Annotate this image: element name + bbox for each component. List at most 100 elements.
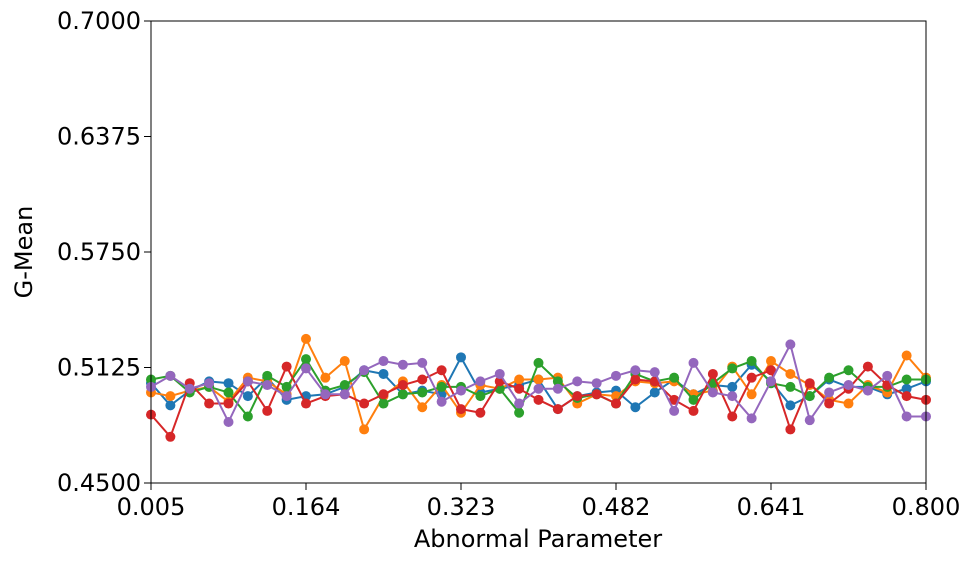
y-axis-label: G-Mean bbox=[10, 206, 38, 299]
point bbox=[766, 376, 776, 387]
point bbox=[688, 357, 699, 368]
point bbox=[727, 411, 738, 422]
y-tick-label: 0.6375 bbox=[57, 123, 141, 151]
point bbox=[649, 367, 660, 378]
point bbox=[165, 391, 176, 402]
point bbox=[785, 400, 796, 411]
point bbox=[262, 370, 273, 381]
plot-frame bbox=[150, 20, 927, 484]
point bbox=[378, 389, 389, 400]
point bbox=[630, 365, 641, 376]
x-tick-label: 0.164 bbox=[272, 493, 341, 521]
y-tick-label: 0.5750 bbox=[57, 238, 141, 266]
point bbox=[804, 391, 815, 402]
point bbox=[824, 387, 835, 398]
point bbox=[649, 387, 660, 398]
point bbox=[572, 391, 583, 402]
x-tick-label: 0.800 bbox=[892, 493, 961, 521]
point bbox=[727, 363, 738, 374]
point bbox=[378, 398, 389, 409]
point bbox=[223, 417, 234, 428]
point bbox=[204, 398, 215, 409]
point bbox=[766, 356, 776, 367]
point bbox=[281, 361, 292, 372]
point bbox=[785, 368, 796, 379]
point bbox=[417, 374, 428, 385]
point bbox=[397, 380, 408, 391]
point bbox=[359, 424, 370, 435]
point bbox=[552, 376, 563, 387]
point bbox=[707, 387, 718, 398]
point bbox=[882, 370, 893, 381]
point bbox=[242, 376, 253, 387]
x-tick-label: 0.641 bbox=[737, 493, 806, 521]
point bbox=[591, 389, 602, 400]
point bbox=[688, 405, 699, 416]
point bbox=[901, 411, 912, 422]
point bbox=[301, 363, 311, 374]
point bbox=[785, 381, 796, 392]
point bbox=[494, 368, 505, 379]
point bbox=[746, 389, 757, 400]
point bbox=[165, 431, 176, 442]
point bbox=[397, 389, 408, 400]
point bbox=[242, 411, 253, 422]
point bbox=[630, 374, 641, 385]
point bbox=[204, 378, 215, 389]
point bbox=[301, 398, 311, 409]
point bbox=[591, 378, 602, 389]
point bbox=[339, 380, 350, 391]
point bbox=[223, 398, 234, 409]
point bbox=[533, 374, 544, 385]
point bbox=[669, 372, 680, 383]
y-tick-label: 0.5125 bbox=[57, 354, 141, 382]
point bbox=[804, 378, 815, 389]
point bbox=[165, 370, 176, 381]
point bbox=[339, 356, 350, 367]
point bbox=[475, 376, 486, 387]
point bbox=[456, 404, 466, 415]
point bbox=[417, 402, 428, 413]
point bbox=[514, 407, 525, 418]
point bbox=[746, 413, 757, 424]
point bbox=[475, 407, 486, 418]
y-tick-label: 0.7000 bbox=[57, 7, 141, 35]
point bbox=[475, 391, 486, 402]
point bbox=[843, 365, 854, 376]
point bbox=[727, 381, 738, 392]
point bbox=[804, 415, 815, 426]
point bbox=[242, 391, 253, 402]
point bbox=[378, 356, 389, 367]
point bbox=[262, 405, 273, 416]
point bbox=[901, 374, 912, 385]
point bbox=[901, 383, 912, 394]
point bbox=[533, 383, 544, 394]
point bbox=[417, 387, 428, 398]
point bbox=[301, 333, 311, 344]
point bbox=[456, 385, 466, 396]
point bbox=[456, 352, 466, 363]
point bbox=[184, 383, 195, 394]
point bbox=[611, 370, 621, 381]
point bbox=[746, 356, 757, 367]
point bbox=[688, 394, 699, 405]
point bbox=[785, 424, 796, 435]
point bbox=[630, 402, 641, 413]
point bbox=[901, 391, 912, 402]
point bbox=[533, 394, 544, 405]
point bbox=[843, 398, 854, 409]
point bbox=[611, 398, 621, 409]
point bbox=[824, 372, 835, 383]
point bbox=[436, 396, 447, 407]
x-tick-label: 0.323 bbox=[427, 493, 496, 521]
point bbox=[746, 372, 757, 383]
point bbox=[320, 389, 331, 400]
point bbox=[862, 385, 873, 396]
point bbox=[572, 376, 583, 387]
point bbox=[436, 365, 447, 376]
point bbox=[339, 389, 350, 400]
point bbox=[165, 400, 176, 411]
point bbox=[281, 391, 292, 402]
point bbox=[514, 383, 525, 394]
